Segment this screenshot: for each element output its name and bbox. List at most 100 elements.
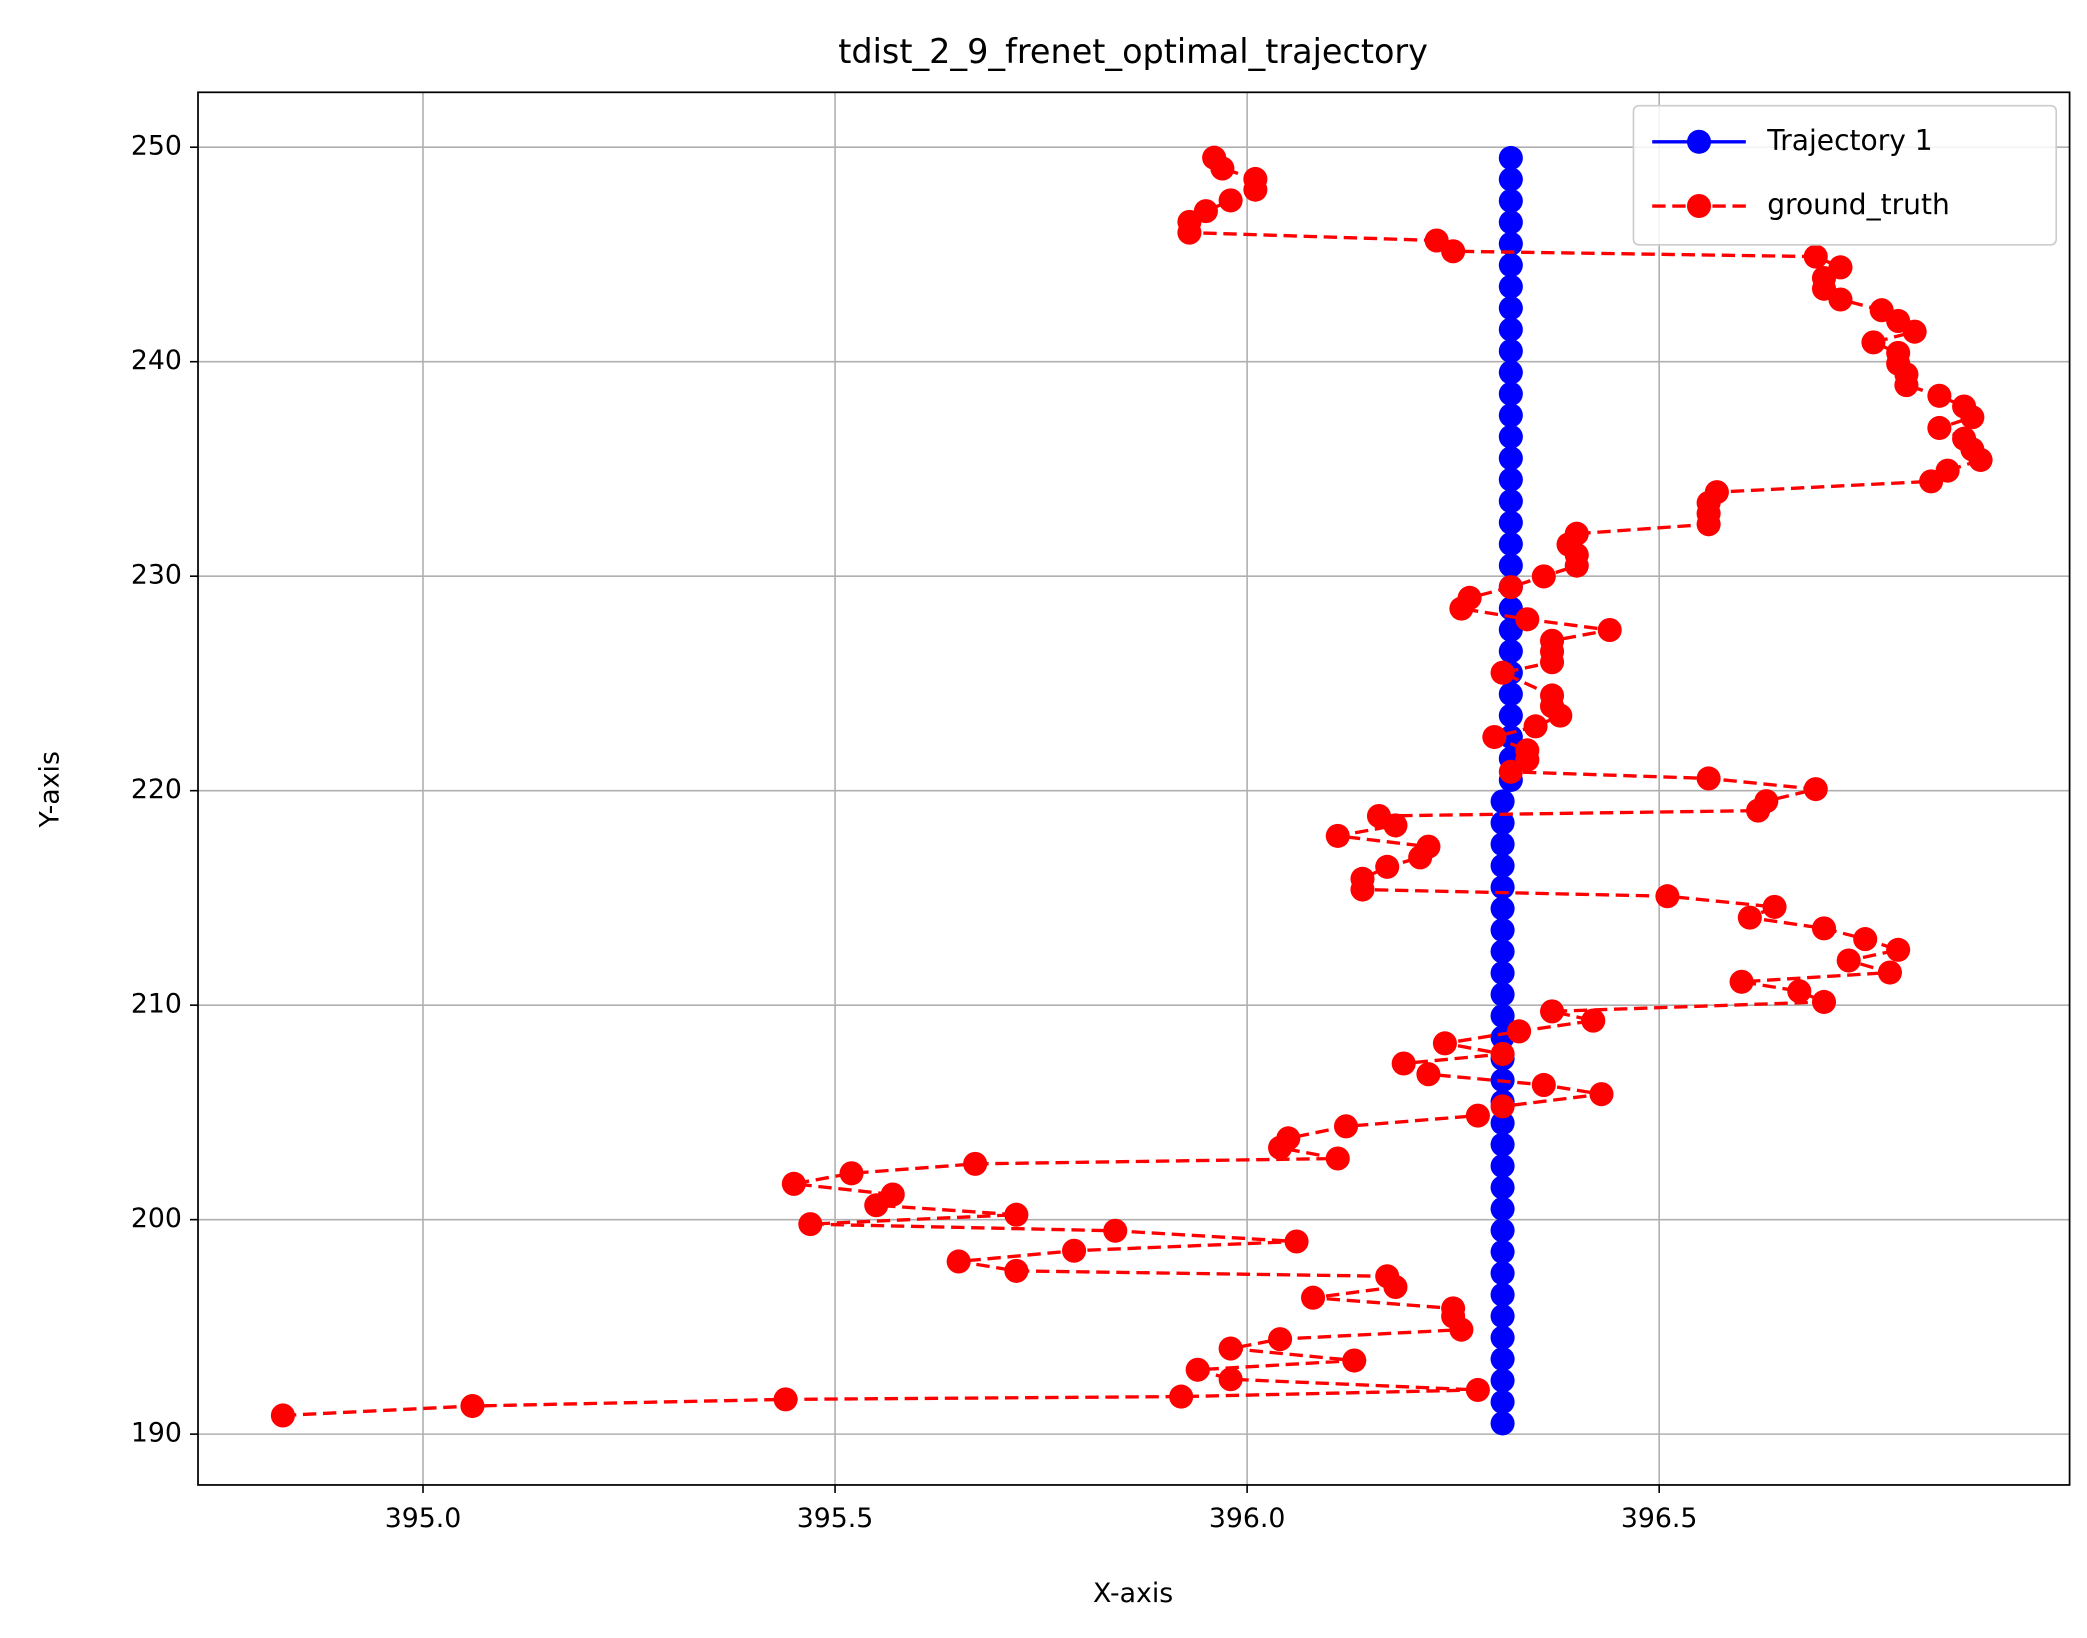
point — [1886, 340, 1911, 365]
point — [1540, 628, 1565, 653]
point — [1490, 1261, 1515, 1286]
point — [1498, 210, 1523, 235]
point — [1490, 1304, 1515, 1329]
point — [1498, 553, 1523, 578]
point — [1490, 1347, 1515, 1372]
point — [1490, 789, 1515, 814]
point — [1498, 725, 1523, 750]
point — [781, 1171, 806, 1196]
point — [1498, 360, 1523, 385]
point — [1432, 1031, 1457, 1056]
point — [1375, 1264, 1400, 1289]
point — [1886, 937, 1911, 962]
point — [1490, 875, 1515, 900]
point — [1366, 803, 1392, 829]
point — [1325, 823, 1350, 848]
point — [1498, 274, 1523, 299]
point — [1952, 426, 1977, 451]
point — [1498, 424, 1523, 449]
point — [1490, 1003, 1515, 1028]
point — [1828, 255, 1853, 280]
point — [1498, 703, 1523, 728]
point — [1465, 1377, 1490, 1402]
point — [1490, 1042, 1515, 1067]
point — [1490, 1239, 1515, 1264]
point — [1737, 905, 1762, 930]
point — [1597, 617, 1622, 643]
point — [1952, 394, 1977, 419]
point — [1457, 585, 1482, 610]
point — [1762, 894, 1787, 919]
x-tick-label: 395.0 — [385, 1503, 462, 1534]
point — [1169, 1384, 1194, 1409]
point — [1498, 489, 1523, 514]
point — [1004, 1258, 1029, 1283]
point — [1498, 231, 1523, 256]
point — [1062, 1238, 1087, 1263]
point — [1490, 1175, 1515, 1200]
point — [1507, 1019, 1532, 1044]
point — [1589, 1082, 1614, 1107]
point — [1540, 999, 1565, 1024]
point — [1004, 1202, 1029, 1227]
point — [1498, 167, 1523, 192]
point — [1564, 521, 1589, 546]
point — [1103, 1218, 1128, 1243]
point — [1490, 1411, 1515, 1436]
point — [1836, 948, 1861, 973]
point — [1498, 338, 1523, 364]
point — [1490, 982, 1515, 1007]
point — [1490, 1325, 1515, 1350]
point — [1540, 683, 1565, 708]
point — [1218, 188, 1243, 213]
point — [1498, 531, 1523, 557]
chart-title: tdist_2_9_frenet_optimal_trajectory — [838, 32, 1428, 71]
legend-marker — [1686, 193, 1712, 219]
point — [1490, 660, 1515, 685]
point — [1490, 1282, 1515, 1307]
legend-label: ground_truth — [1767, 188, 1950, 221]
point — [880, 1182, 905, 1207]
point — [1482, 725, 1507, 750]
point — [1490, 1389, 1515, 1414]
y-tick-label: 200 — [131, 1203, 182, 1234]
point — [839, 1161, 864, 1186]
point — [1498, 253, 1523, 278]
point — [1655, 884, 1680, 909]
point — [1375, 854, 1400, 879]
legend: Trajectory 1 ground_truth — [1632, 104, 2058, 246]
point — [1342, 1348, 1367, 1373]
point — [1218, 1367, 1243, 1392]
grid — [198, 92, 2070, 1485]
point — [1391, 1051, 1416, 1076]
point — [1243, 166, 1268, 191]
point — [1333, 1114, 1359, 1139]
x-axis-label: X-axis — [1093, 1578, 1173, 1609]
point — [1811, 916, 1837, 941]
point — [270, 1403, 295, 1428]
ticks: 395.0 395.5 396.0 396.5 190 200 210 220 230 240 25… — [131, 131, 1698, 1535]
plot-area — [270, 145, 1993, 1436]
point — [1696, 766, 1721, 791]
point — [1853, 927, 1878, 952]
point — [1935, 458, 1960, 483]
point — [1531, 564, 1556, 589]
point — [1218, 1336, 1243, 1361]
point — [1704, 480, 1729, 505]
point — [963, 1151, 988, 1176]
point — [1284, 1229, 1309, 1254]
point — [1754, 789, 1779, 814]
legend-label: Trajectory 1 — [1766, 124, 1932, 157]
point — [1490, 918, 1515, 943]
point — [1465, 1103, 1490, 1128]
point — [1861, 330, 1886, 355]
point — [1498, 575, 1523, 600]
point — [1350, 866, 1375, 891]
series-line — [282, 156, 1984, 1418]
point — [1202, 145, 1227, 170]
x-tick-label: 396.5 — [1621, 1503, 1698, 1534]
point — [1498, 381, 1523, 406]
y-axis-label: Y-axis — [34, 751, 65, 828]
y-tick-label: 210 — [131, 989, 182, 1020]
